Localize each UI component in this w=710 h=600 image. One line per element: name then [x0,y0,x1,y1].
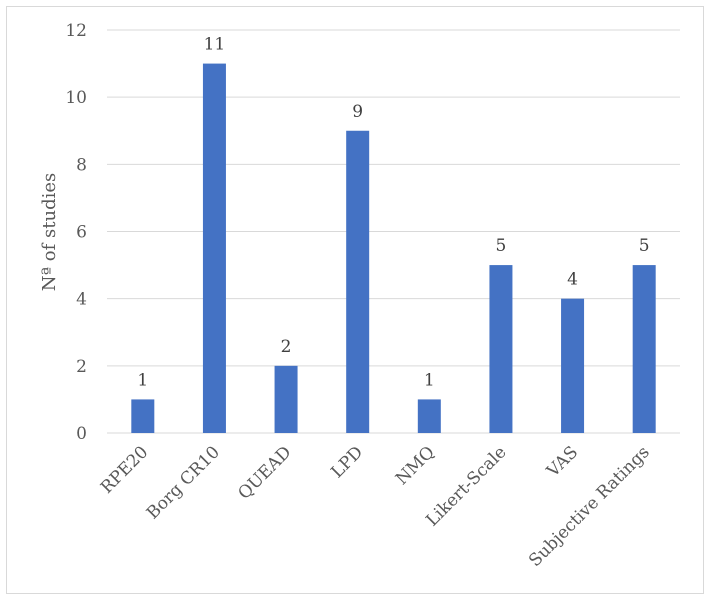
y-tick-label: 2 [76,357,87,377]
bars [131,63,656,433]
x-tick-label: Borg CR10 [143,442,224,523]
x-tick-label: Subjective Ratings [525,442,654,571]
x-tick-label: VAS [542,442,582,482]
gridlines [107,29,680,434]
bar [346,130,370,433]
y-tick-label: 4 [76,290,87,310]
bar [561,298,585,433]
data-label: 1 [424,370,435,390]
x-tick-label: NMQ [392,442,439,489]
bar [632,265,656,433]
bar [489,265,513,433]
bar [274,365,298,433]
y-tick-label: 6 [76,223,87,243]
x-tick-label: LPD [327,442,367,482]
x-tick-label: QUEAD [234,442,295,503]
data-label: 2 [281,337,292,357]
bar [131,399,155,433]
data-label: 5 [639,236,650,256]
data-label: 9 [352,102,363,122]
x-tick-label: RPE20 [97,442,152,497]
bar [417,399,441,433]
data-label: 5 [496,236,507,256]
y-tick-label: 10 [65,88,87,108]
y-axis-title: Nª of studies [39,173,60,291]
data-label: 11 [204,35,226,55]
y-axis-ticks: 0 2 4 6 8 10 12 [65,21,87,444]
bar [202,63,226,433]
y-tick-label: 12 [65,21,87,41]
y-tick-label: 8 [76,155,87,175]
data-label: 1 [137,370,148,390]
data-label: 4 [567,270,578,290]
y-tick-label: 0 [76,424,87,444]
